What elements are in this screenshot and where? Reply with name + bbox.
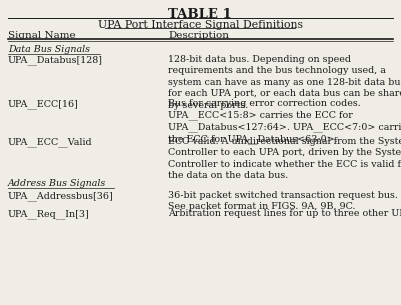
Text: Data Bus Signals: Data Bus Signals	[8, 45, 90, 54]
Text: ECC valid. A unidirectional signal from the System
Controller to each UPA port, : ECC valid. A unidirectional signal from …	[168, 137, 401, 180]
Text: UPA__Addressbus[36]: UPA__Addressbus[36]	[8, 191, 114, 201]
Text: Description: Description	[168, 31, 229, 40]
Text: TABLE 1: TABLE 1	[168, 8, 232, 21]
Text: Bus for carrying error correction codes.
UPA__ECC<15:8> carries the ECC for
UPA_: Bus for carrying error correction codes.…	[168, 99, 401, 144]
Text: UPA__Req__In[3]: UPA__Req__In[3]	[8, 209, 90, 219]
Text: Address Bus Signals: Address Bus Signals	[8, 179, 106, 188]
Text: UPA__Databus[128]: UPA__Databus[128]	[8, 55, 103, 65]
Text: UPA__ECC[16]: UPA__ECC[16]	[8, 99, 79, 109]
Text: UPA__ECC__Valid: UPA__ECC__Valid	[8, 137, 93, 147]
Text: Arbitration request lines for up to three other UPA: Arbitration request lines for up to thre…	[168, 209, 401, 218]
Text: Signal Name: Signal Name	[8, 31, 76, 40]
Text: 128-bit data bus. Depending on speed
requirements and the bus technology used, a: 128-bit data bus. Depending on speed req…	[168, 55, 401, 110]
Text: 36-bit packet switched transaction request bus.
See packet format in FIGS. 9A, 9: 36-bit packet switched transaction reque…	[168, 191, 398, 211]
Text: UPA Port Interface Signal Definitions: UPA Port Interface Signal Definitions	[97, 20, 302, 30]
